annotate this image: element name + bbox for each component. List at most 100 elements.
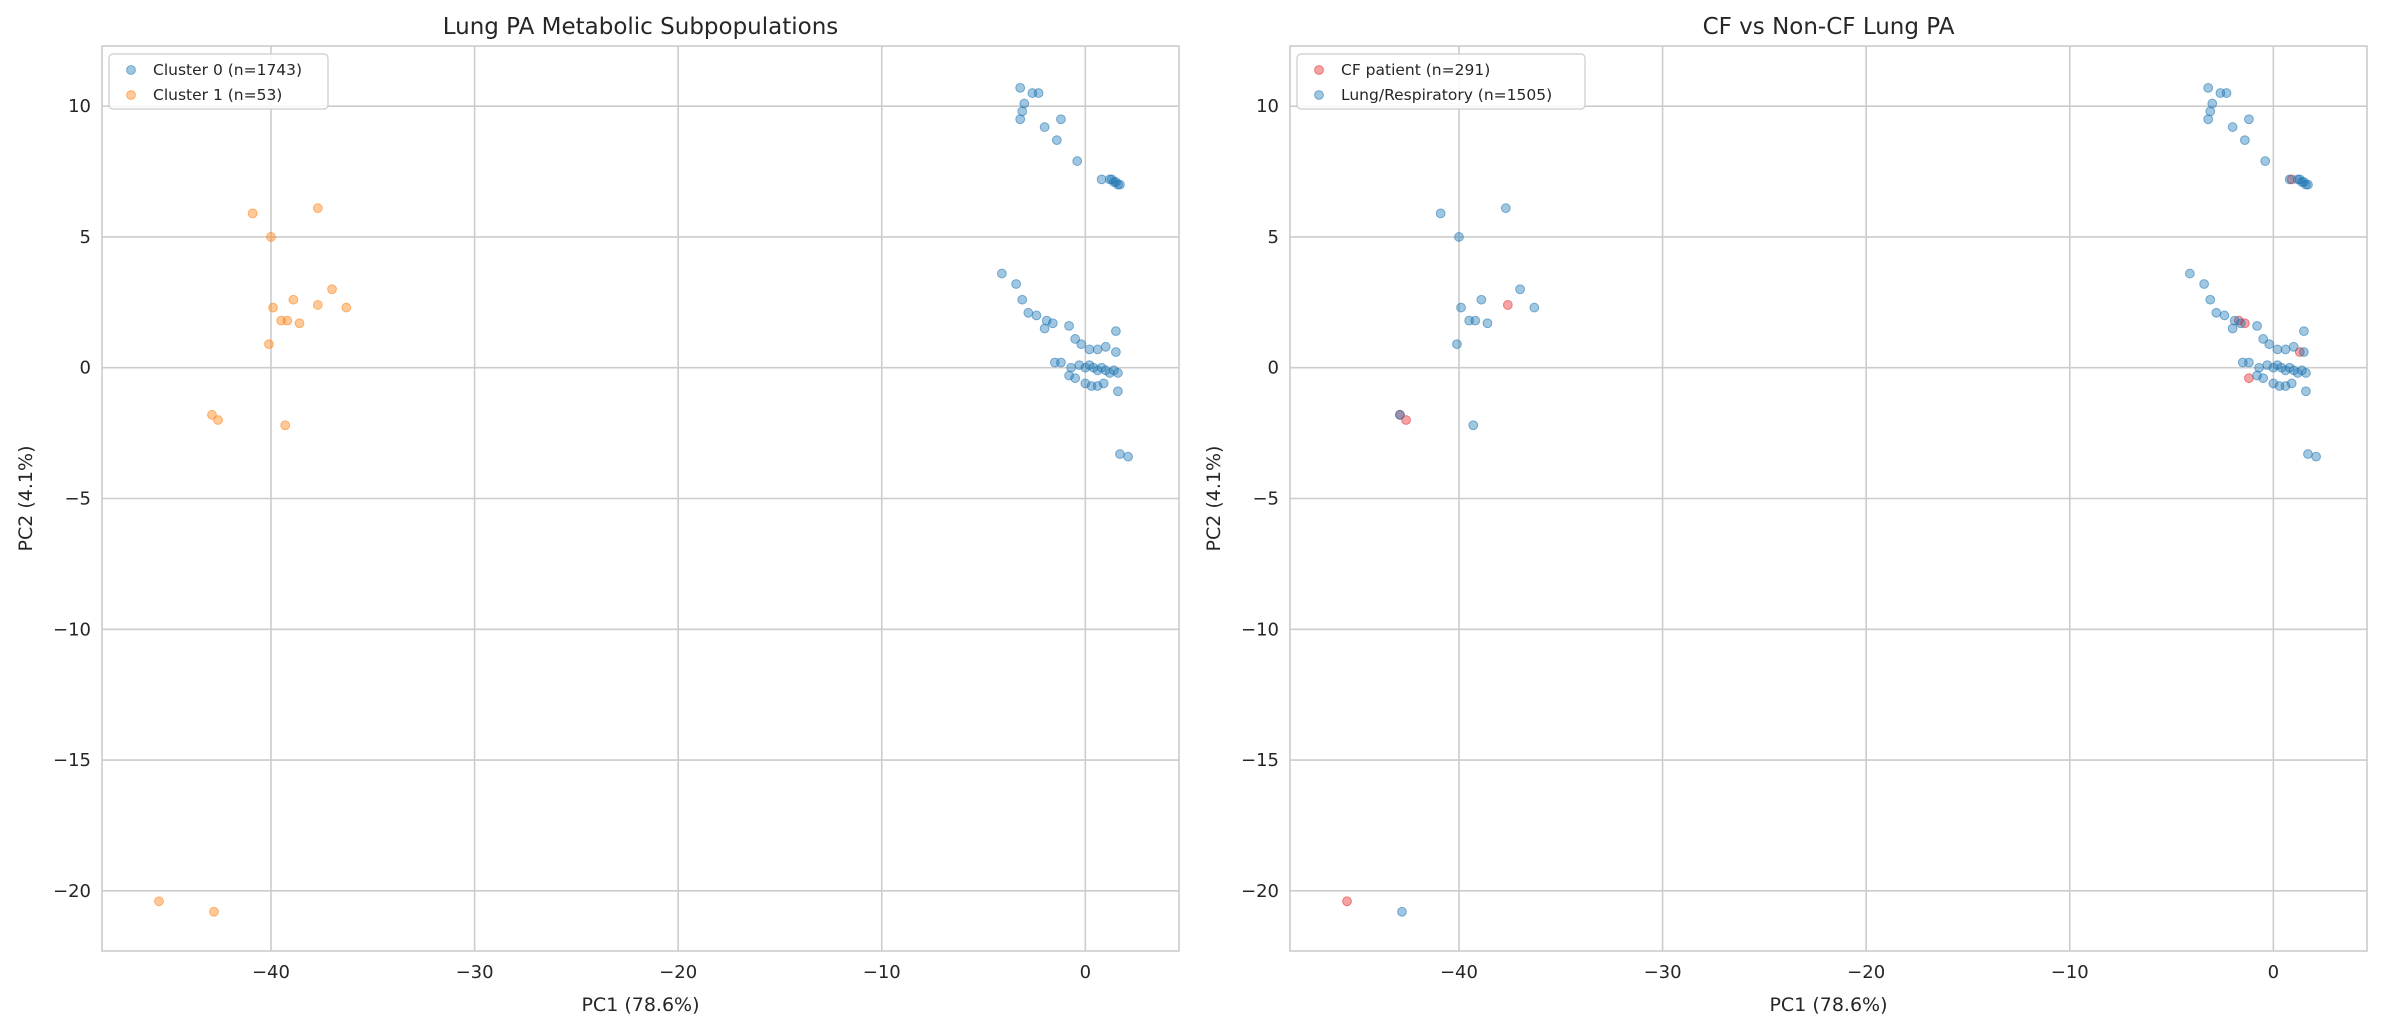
y-tick-label: 0 xyxy=(80,358,91,379)
data-point-series-1 xyxy=(294,318,305,329)
y-tick-label: −5 xyxy=(1252,489,1279,510)
data-point-series-0 xyxy=(1115,449,1125,459)
y-tick-label: −20 xyxy=(53,881,91,902)
data-point-series-1 xyxy=(266,232,276,242)
data-point-series-0 xyxy=(1015,114,1026,125)
x-tick-label: −30 xyxy=(456,962,494,983)
data-point-series-1 xyxy=(2311,451,2322,462)
data-point-series-1 xyxy=(2244,357,2254,368)
data-point-series-1 xyxy=(2219,310,2230,321)
axes-frame xyxy=(1289,45,2368,952)
x-tick-label: −10 xyxy=(863,962,901,983)
data-point-series-1 xyxy=(2244,114,2254,125)
data-point-series-1 xyxy=(1476,294,1487,305)
data-point-series-1 xyxy=(2264,339,2275,350)
chart-panel-right: −40 −30 −20 −10 0 −20 −15 −10 −5 0 5 10 CF vs Non-CF… xyxy=(1203,14,2368,1016)
y-tick-label: 5 xyxy=(1268,227,1279,248)
data-point-series-1 xyxy=(1529,302,1540,313)
data-point-series-1 xyxy=(264,339,274,350)
data-point-series-1 xyxy=(1470,315,1481,326)
x-axis-label: PC1 (78.6%) xyxy=(581,994,699,1016)
data-point-series-0 xyxy=(1064,320,1074,331)
data-point-series-0 xyxy=(1070,334,1081,344)
data-point-series-1 xyxy=(2298,347,2309,357)
legend-marker xyxy=(126,90,136,100)
data-point-series-1 xyxy=(2303,449,2313,459)
data-point-series-1 xyxy=(2258,373,2269,384)
axes-frame xyxy=(101,45,1180,952)
chart-title: CF vs Non-CF Lung PA xyxy=(1703,14,1955,40)
data-point-series-0 xyxy=(1015,82,1026,93)
data-point-series-1 xyxy=(2286,378,2297,389)
data-point-series-0 xyxy=(1100,341,1111,352)
data-point-series-1 xyxy=(2280,344,2291,355)
data-point-series-0 xyxy=(1098,378,1109,389)
data-point-series-0 xyxy=(1051,135,1062,146)
data-point-series-0 xyxy=(1056,114,1066,125)
data-point-series-0 xyxy=(996,268,1007,279)
data-point-series-0 xyxy=(1039,122,1050,132)
data-point-series-0 xyxy=(1070,373,1081,384)
x-tick-label: −20 xyxy=(1847,962,1885,983)
data-point-series-1 xyxy=(1395,409,1405,420)
y-tick-label: −10 xyxy=(53,619,91,640)
y-tick-label: 5 xyxy=(80,227,91,248)
data-point-series-1 xyxy=(2203,114,2214,125)
data-point-series-0 xyxy=(1023,307,1034,318)
data-point-series-1 xyxy=(280,420,291,431)
data-point-series-1 xyxy=(1435,208,1446,219)
x-tick-label: −30 xyxy=(1644,962,1682,983)
data-point-series-1 xyxy=(2239,135,2250,146)
data-point-series-1 xyxy=(247,208,258,219)
data-point-series-1 xyxy=(2258,334,2269,344)
data-point-series-1 xyxy=(2207,98,2218,109)
data-point-series-1 xyxy=(2288,341,2299,352)
data-point-series-1 xyxy=(1468,420,1479,431)
legend-label: CF patient (n=291) xyxy=(1341,61,1490,79)
x-tick-label: −20 xyxy=(659,962,697,983)
data-point-series-1 xyxy=(2184,268,2195,279)
data-point-series-0 xyxy=(1113,386,1123,397)
data-point-series-0 xyxy=(1056,357,1066,368)
data-point-series-1 xyxy=(209,906,219,917)
data-point-series-0 xyxy=(1110,326,1121,337)
x-tick-label: 0 xyxy=(1080,962,1091,983)
data-point-series-1 xyxy=(2252,320,2262,331)
data-point-series-0 xyxy=(1047,318,1058,329)
data-point-series-0 xyxy=(1031,310,1042,321)
data-point-series-1 xyxy=(312,203,323,214)
data-point-series-1 xyxy=(2301,368,2311,378)
data-point-series-0 xyxy=(1092,344,1103,355)
data-point-series-0 xyxy=(1110,347,1121,357)
data-point-series-1 xyxy=(2284,174,2295,185)
data-point-series-1 xyxy=(154,896,164,907)
data-point-series-1 xyxy=(2203,82,2214,93)
data-point-series-1 xyxy=(1482,318,1493,329)
x-tick-label: 0 xyxy=(2268,962,2279,983)
y-tick-label: −5 xyxy=(64,489,91,510)
legend-box xyxy=(1296,53,1586,110)
y-tick-label: 10 xyxy=(1256,96,1279,117)
y-axis-label: PC2 (4.1%) xyxy=(15,446,37,552)
data-point-series-0 xyxy=(1123,451,1134,462)
data-point-series-1 xyxy=(1456,302,1466,313)
data-point-series-1 xyxy=(2301,386,2311,397)
y-tick-label: 0 xyxy=(1268,358,1279,379)
legend-marker xyxy=(1314,65,1324,75)
y-tick-label: −15 xyxy=(1241,750,1279,771)
data-point-series-1 xyxy=(2227,122,2238,132)
data-point-series-1 xyxy=(268,302,278,313)
chart-title: Lung PA Metabolic Subpopulations xyxy=(443,14,839,40)
data-point-series-0 xyxy=(1096,174,1107,185)
data-point-series-0 xyxy=(1017,294,1028,305)
data-point-series-1 xyxy=(1452,339,1462,350)
y-tick-label: 10 xyxy=(68,96,91,117)
data-point-series-1 xyxy=(213,415,223,425)
data-point-series-1 xyxy=(2272,344,2283,355)
legend-box xyxy=(108,53,329,110)
data-point-series-0 xyxy=(1113,368,1123,378)
data-point-series-1 xyxy=(2205,294,2216,305)
data-point-series-1 xyxy=(2199,279,2210,289)
y-tick-label: −15 xyxy=(53,750,91,771)
